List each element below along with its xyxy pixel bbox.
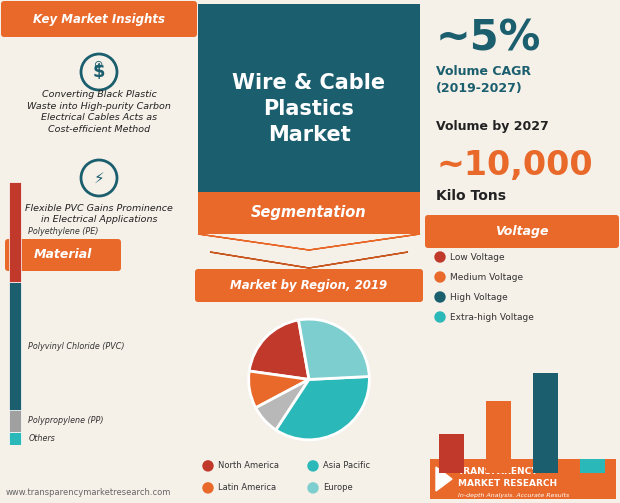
Text: Asia Pacific: Asia Pacific	[323, 461, 370, 470]
Text: Europe: Europe	[323, 483, 353, 492]
Polygon shape	[198, 234, 420, 250]
Text: ⊙: ⊙	[94, 60, 104, 70]
Circle shape	[435, 312, 445, 322]
Circle shape	[308, 483, 318, 493]
Text: Market by Region, 2019: Market by Region, 2019	[231, 279, 388, 292]
Text: $: $	[93, 63, 105, 81]
Wedge shape	[249, 320, 309, 379]
Circle shape	[435, 292, 445, 302]
Text: Extra-high Voltage: Extra-high Voltage	[450, 312, 534, 321]
Text: Volume by 2027: Volume by 2027	[436, 120, 549, 132]
FancyBboxPatch shape	[195, 269, 423, 302]
Polygon shape	[436, 467, 452, 491]
Text: MARKET RESEARCH: MARKET RESEARCH	[458, 478, 557, 487]
Text: North America: North America	[218, 461, 279, 470]
Text: Volume CAGR
(2019-2027): Volume CAGR (2019-2027)	[436, 65, 531, 95]
Circle shape	[308, 461, 318, 471]
FancyBboxPatch shape	[198, 192, 420, 234]
Text: Segmentation: Segmentation	[251, 206, 367, 220]
Bar	[580, 459, 605, 473]
FancyBboxPatch shape	[5, 239, 121, 271]
Text: Flexible PVC Gains Prominence
in Electrical Applications: Flexible PVC Gains Prominence in Electri…	[25, 204, 173, 224]
FancyBboxPatch shape	[430, 459, 616, 499]
Text: TRANSPARENCY: TRANSPARENCY	[458, 466, 539, 475]
Bar	[438, 434, 464, 473]
Text: Polypropylene (PP): Polypropylene (PP)	[29, 416, 104, 425]
Text: www.transparencymarketresearch.com: www.transparencymarketresearch.com	[6, 488, 171, 497]
Text: High Voltage: High Voltage	[450, 293, 508, 301]
Polygon shape	[210, 252, 408, 268]
Bar	[485, 400, 512, 473]
Circle shape	[435, 252, 445, 262]
Text: Medium Voltage: Medium Voltage	[450, 273, 523, 282]
Text: Key Market Insights: Key Market Insights	[33, 13, 165, 26]
Text: ~5%: ~5%	[436, 17, 541, 59]
Wedge shape	[276, 377, 370, 440]
Wedge shape	[249, 371, 309, 408]
Text: Polyethylene (PE): Polyethylene (PE)	[29, 227, 99, 236]
Bar	[9, 410, 21, 432]
Text: In-depth Analysis. Accurate Results: In-depth Analysis. Accurate Results	[458, 492, 569, 497]
Text: Others: Others	[29, 434, 55, 443]
Bar	[9, 432, 21, 445]
Text: Material: Material	[34, 248, 92, 262]
FancyBboxPatch shape	[198, 4, 420, 234]
FancyBboxPatch shape	[425, 215, 619, 248]
Bar	[9, 182, 21, 282]
Circle shape	[203, 461, 213, 471]
Text: Converting Black Plastic
Waste into High-purity Carbon
Electrical Cables Acts as: Converting Black Plastic Waste into High…	[27, 90, 171, 134]
Text: Polyvinyl Chloride (PVC): Polyvinyl Chloride (PVC)	[29, 342, 125, 351]
Text: Latin America: Latin America	[218, 483, 276, 492]
Text: Kilo Tons: Kilo Tons	[436, 189, 506, 203]
Text: ⚡: ⚡	[94, 171, 104, 186]
Text: ~10,000: ~10,000	[436, 148, 593, 182]
Circle shape	[203, 483, 213, 493]
Circle shape	[435, 272, 445, 282]
Bar	[533, 373, 559, 473]
Text: Voltage: Voltage	[495, 225, 549, 238]
Wedge shape	[255, 379, 309, 430]
FancyBboxPatch shape	[1, 1, 197, 37]
Wedge shape	[298, 319, 370, 379]
Text: Low Voltage: Low Voltage	[450, 253, 505, 262]
Text: Wire & Cable
Plastics
Market: Wire & Cable Plastics Market	[232, 73, 386, 144]
Bar	[9, 282, 21, 410]
